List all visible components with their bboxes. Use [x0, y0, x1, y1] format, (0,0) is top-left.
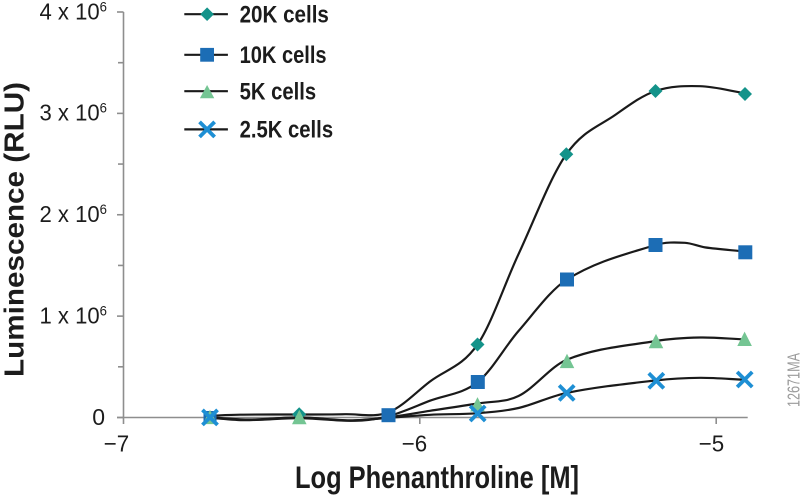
- svg-text:−6: −6: [402, 430, 428, 456]
- svg-text:1 x 106: 1 x 106: [40, 302, 108, 328]
- svg-text:0: 0: [92, 404, 105, 430]
- svg-text:20K cells: 20K cells: [240, 2, 329, 29]
- svg-text:Luminescence (RLU): Luminescence (RLU): [0, 82, 30, 377]
- svg-text:−5: −5: [699, 430, 725, 456]
- svg-text:5K cells: 5K cells: [240, 79, 317, 106]
- svg-text:4 x 106: 4 x 106: [40, 0, 108, 24]
- svg-text:−7: −7: [104, 430, 130, 456]
- svg-text:12671MA: 12671MA: [783, 353, 800, 407]
- svg-text:2 x 106: 2 x 106: [40, 201, 108, 227]
- svg-text:3 x 106: 3 x 106: [40, 100, 108, 126]
- svg-text:10K cells: 10K cells: [240, 42, 327, 69]
- svg-text:Log Phenanthroline [M]: Log Phenanthroline [M]: [295, 459, 579, 495]
- svg-text:2.5K cells: 2.5K cells: [240, 117, 334, 144]
